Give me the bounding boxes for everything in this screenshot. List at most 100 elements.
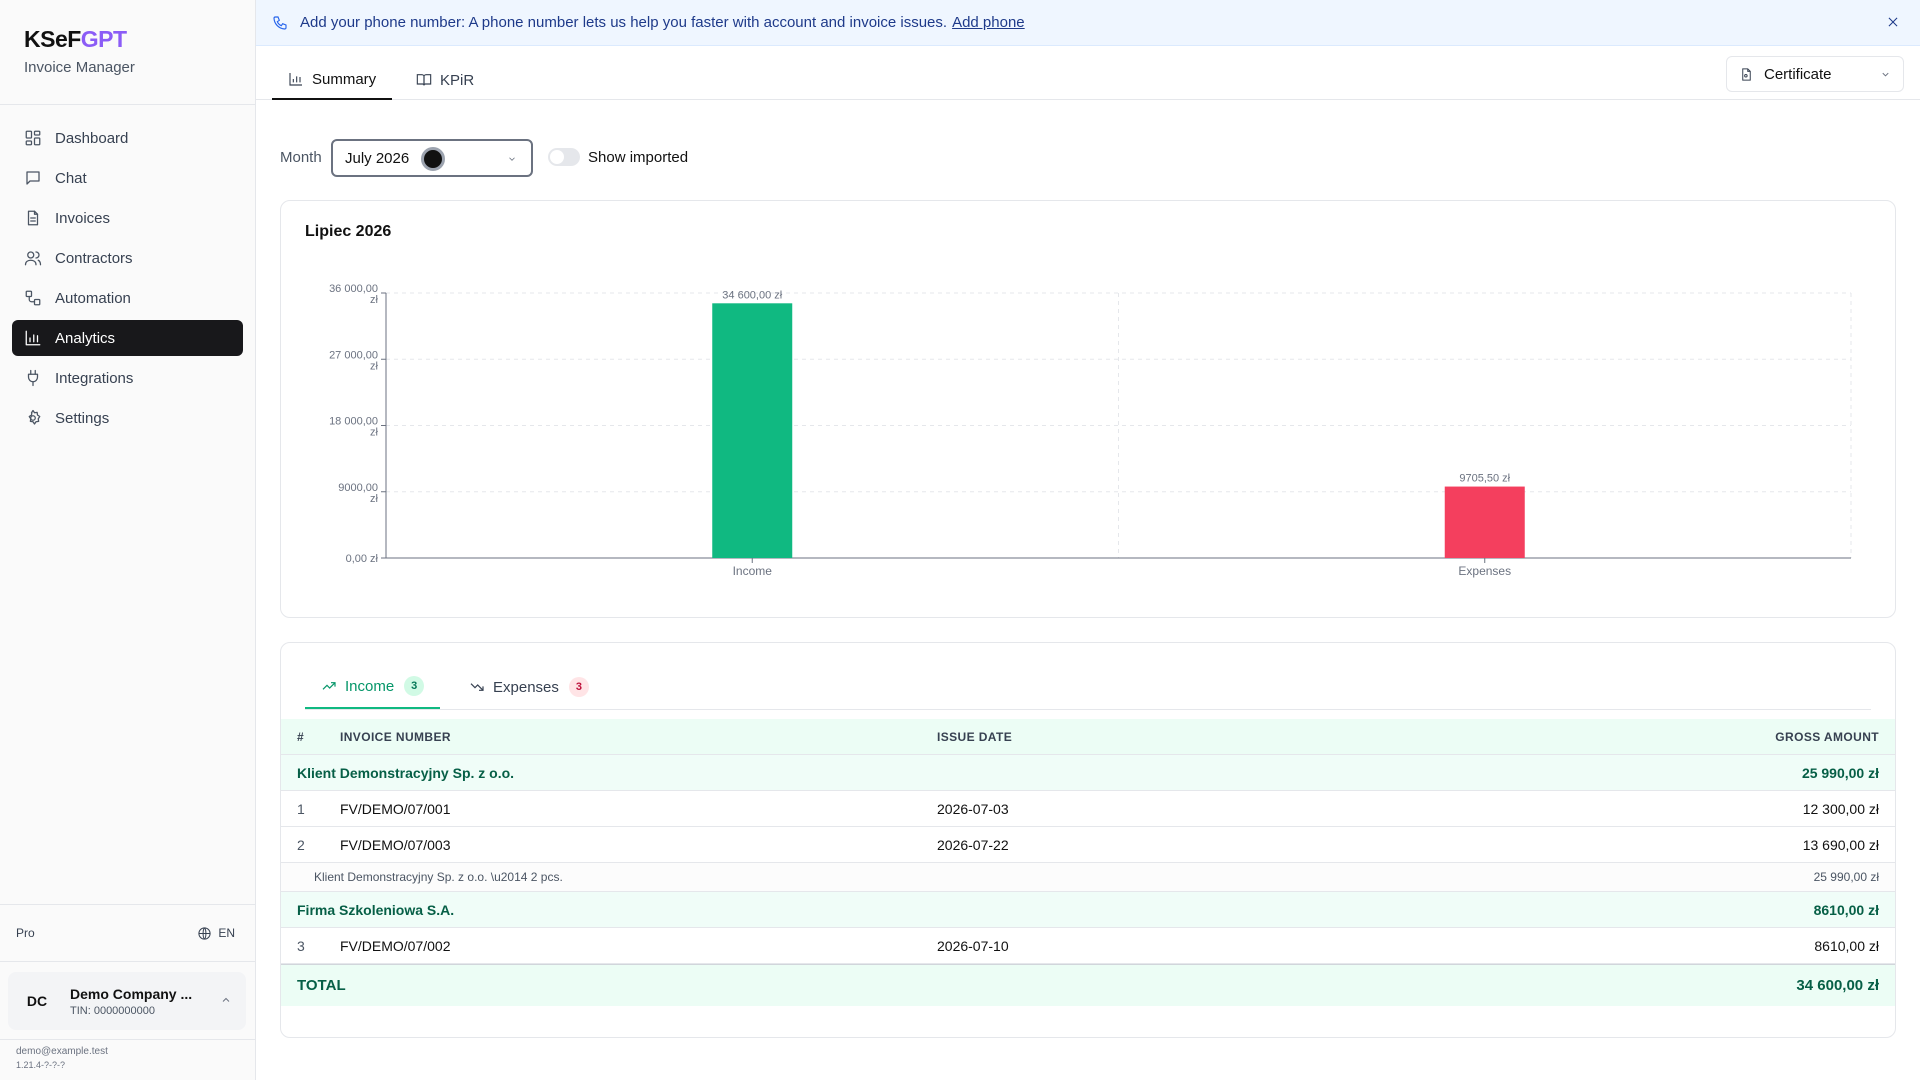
x-tick-label: Expenses (1458, 564, 1511, 578)
sidebar-item-dashboard[interactable]: Dashboard (12, 120, 243, 156)
brand: KSeFGPT Invoice Manager (24, 26, 135, 76)
language-switcher[interactable]: EN (197, 926, 235, 941)
app-logo[interactable]: KSeFGPT (24, 26, 127, 52)
globe-icon (198, 926, 211, 940)
sidebar-item-chat[interactable]: Chat (12, 160, 243, 196)
gear-icon (28, 409, 41, 425)
cursor-dot (421, 147, 445, 171)
sidebar-item-invoices[interactable]: Invoices (12, 200, 243, 236)
chevron-up-icon (222, 997, 230, 1002)
plug-icon (27, 369, 39, 387)
plan-row: Pro EN (16, 922, 235, 944)
row-invoice[interactable]: FV/DEMO/07/002 (340, 937, 451, 954)
row-invoice[interactable]: FV/DEMO/07/001 (340, 800, 451, 817)
users-icon (24, 251, 42, 266)
bar-value-label: 34 600,00 zł (722, 289, 782, 301)
col-invoice[interactable]: INVOICE NUMBER (340, 729, 451, 744)
phone-icon (273, 15, 287, 30)
sidebar-item-contractors[interactable]: Contractors (12, 240, 243, 276)
total-amount: 34 600,00 zł (1796, 977, 1879, 994)
sidebar-item-label: Invoices (55, 209, 111, 227)
row-num: 2 (297, 836, 305, 853)
bar-income (712, 303, 793, 558)
company-name: Demo Company ... (70, 985, 193, 1002)
y-tick-label: 9000,00 zł (338, 482, 378, 505)
tab-summary[interactable]: Summary (272, 60, 393, 100)
sidebar-item-label: Chat (55, 169, 87, 187)
certificate-icon (1742, 67, 1751, 81)
invoice-icon (27, 210, 39, 226)
tab-income-label: Income (345, 677, 395, 695)
show-imported-toggle[interactable] (548, 148, 580, 166)
income-count-badge: 3 (404, 676, 425, 696)
tab-income[interactable]: Income 3 (305, 665, 441, 709)
dashboard-icon (25, 130, 41, 146)
banner-text: Add your phone number: A phone number le… (300, 14, 948, 31)
add-phone-link[interactable]: Add phone (952, 14, 1025, 31)
tab-expenses-label: Expenses (493, 678, 559, 696)
chevron-down-icon (509, 157, 515, 161)
table-row[interactable]: 3 FV/DEMO/07/002 2026-07-10 8610,00 zł (281, 928, 1895, 964)
table-row[interactable]: 2 FV/DEMO/07/003 2026-07-22 13 690,00 zł (281, 827, 1895, 863)
close-icon[interactable] (1886, 15, 1900, 29)
sidebar: KSeFGPT Invoice Manager Dashboard Chat I… (0, 0, 256, 1080)
row-num: 3 (297, 937, 305, 954)
company-tin: TIN: 0000000000 (70, 1004, 156, 1017)
sidebar-item-label: Integrations (55, 369, 134, 387)
group-row[interactable]: Klient Demonstracyjny Sp. z o.o. 25 990,… (281, 755, 1895, 791)
y-tick-label: 36 000,00 zł (329, 283, 378, 306)
sidebar-nav: Dashboard Chat Invoices Contractors Auto… (12, 120, 243, 440)
certificate-select[interactable]: Certificate (1726, 56, 1904, 92)
expenses-count-badge: 3 (568, 677, 589, 697)
plan-label: Pro (16, 926, 35, 940)
y-tick-label: 0,00 zł (346, 553, 379, 565)
app-version: 1.21.4-?-?-? (16, 1060, 66, 1070)
invoice-table: # INVOICE NUMBER ISSUE DATE GROSS AMOUNT… (281, 719, 1895, 1006)
month-select[interactable]: July 2026 (331, 139, 533, 177)
app-subtitle: Invoice Manager (24, 59, 135, 76)
bar-value-label: 9705,50 zł (1459, 473, 1510, 485)
group-name: Klient Demonstracyjny Sp. z o.o. (297, 764, 515, 781)
user-email: demo@example.test (16, 1046, 108, 1057)
subtotal-amount: 25 990,00 zł (1813, 870, 1879, 884)
row-invoice[interactable]: FV/DEMO/07/003 (340, 836, 451, 853)
total-row: TOTAL 34 600,00 zł (281, 964, 1895, 1006)
col-num: # (297, 729, 305, 744)
book-icon (416, 74, 432, 86)
group-row[interactable]: Firma Szkoleniowa S.A. 8610,00 zł (281, 892, 1895, 928)
trending-down-icon (470, 683, 484, 691)
col-amount[interactable]: GROSS AMOUNT (1775, 729, 1879, 744)
company-switcher[interactable]: DC Demo Company ... TIN: 0000000000 (8, 972, 246, 1030)
sidebar-item-label: Dashboard (55, 129, 129, 147)
sidebar-item-automation[interactable]: Automation (12, 280, 243, 316)
bar-chart: 0,00 zł 9000,00 zł 18 000,00 zł 27 000,00 zł 36… (329, 283, 1852, 578)
table-row[interactable]: 1 FV/DEMO/07/001 2026-07-03 12 300,00 zł (281, 791, 1895, 827)
tab-kpir[interactable]: KPiR (400, 60, 490, 100)
certificate-label: Certificate (1764, 65, 1832, 83)
invoices-card: Income 3 Expenses 3 # INVOICE NUMBER ISS… (280, 642, 1896, 1038)
row-amount: 12 300,00 zł (1802, 800, 1879, 817)
phone-banner: Add your phone number: A phone number le… (256, 0, 1920, 46)
show-imported-label: Show imported (588, 149, 689, 166)
y-tick-label: 27 000,00 zł (329, 349, 378, 372)
col-date[interactable]: ISSUE DATE (937, 729, 1013, 744)
avatar: DC (26, 993, 48, 1009)
tab-expenses[interactable]: Expenses 3 (453, 665, 605, 709)
view-tabs: Summary KPiR Certificate (256, 46, 1920, 100)
language-label: EN (218, 926, 235, 940)
table-header: # INVOICE NUMBER ISSUE DATE GROSS AMOUNT (281, 719, 1895, 755)
trending-up-icon (322, 682, 336, 690)
month-value: July 2026 (345, 149, 410, 167)
sidebar-item-label: Automation (55, 289, 131, 307)
sidebar-item-settings[interactable]: Settings (12, 400, 243, 436)
bar-expenses (1444, 486, 1525, 558)
sidebar-item-label: Contractors (55, 249, 133, 267)
month-label: Month (280, 149, 322, 166)
total-label: TOTAL (297, 977, 346, 994)
group-total: 8610,00 zł (1813, 901, 1879, 918)
row-amount: 13 690,00 zł (1802, 836, 1879, 853)
sidebar-item-label: Analytics (55, 329, 116, 347)
chevron-down-icon (1882, 72, 1889, 77)
sidebar-item-integrations[interactable]: Integrations (12, 360, 243, 396)
sidebar-item-analytics[interactable]: Analytics (12, 320, 243, 356)
